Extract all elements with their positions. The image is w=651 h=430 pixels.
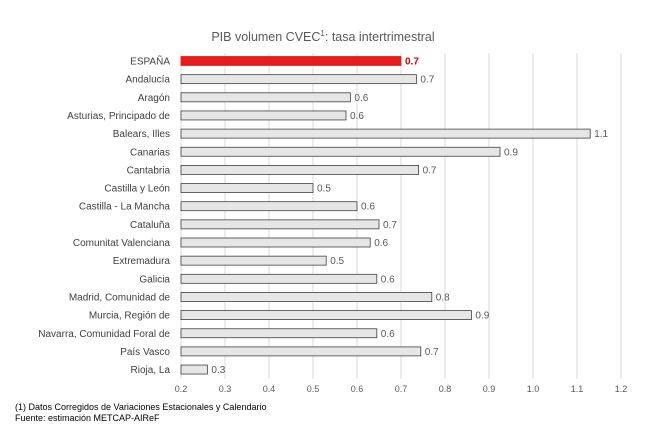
- x-tick-label: 1.0: [527, 384, 540, 394]
- data-label: 0.7: [425, 347, 439, 358]
- x-tick-label: 0.9: [483, 384, 496, 394]
- category-label: País Vasco: [120, 347, 170, 358]
- x-tick-label: 0.6: [351, 384, 364, 394]
- category-label: Asturias, Principado de: [67, 111, 170, 122]
- bar-highlight: [180, 56, 402, 66]
- bar: [180, 346, 422, 357]
- data-label: 0.5: [317, 184, 331, 195]
- category-label: Murcia, Región de: [89, 311, 171, 322]
- bar: [180, 328, 378, 339]
- data-label: 0.7: [420, 75, 434, 86]
- category-label: Castilla y León: [104, 184, 170, 195]
- x-tick-label: 1.1: [571, 384, 584, 394]
- x-axis-ticks: 0.2 0.3 0.4 0.5 0.6 0.7 0.8 0.9 1.0 1.1 1.2: [175, 384, 628, 394]
- data-label: 0.6: [361, 202, 375, 213]
- x-tick-label: 0.3: [219, 384, 232, 394]
- bar: [180, 146, 501, 157]
- bar: [180, 273, 378, 284]
- data-label: 0.7: [383, 220, 397, 231]
- category-label: ESPAÑA: [130, 55, 170, 68]
- bar: [180, 74, 417, 85]
- bar: [180, 110, 347, 121]
- category-label: Balears, Illes: [113, 129, 170, 140]
- gridlines: [180, 53, 622, 379]
- category-label: Castilla - La Mancha: [79, 202, 171, 213]
- bar: [180, 201, 358, 212]
- category-label: Canarias: [130, 147, 170, 158]
- data-label: 1.1: [594, 129, 608, 140]
- category-label: Galicia: [139, 274, 170, 285]
- x-tick-label: 0.7: [395, 384, 408, 394]
- bar: [180, 164, 420, 175]
- data-label: 0.6: [350, 111, 364, 122]
- x-tick-label: 0.5: [307, 384, 320, 394]
- category-label: Extremadura: [113, 256, 171, 267]
- bar: [180, 255, 327, 266]
- data-label: 0.3: [211, 365, 225, 376]
- x-tick-label: 0.8: [439, 384, 452, 394]
- data-label: 0.9: [475, 311, 489, 322]
- data-label: 0.9: [504, 147, 518, 158]
- footnote-note: (1) Datos Corregidos de Variaciones Esta…: [15, 402, 267, 412]
- category-label: Navarra, Comunidad Foral de: [38, 329, 170, 340]
- bar: [180, 128, 591, 139]
- bar: [180, 310, 472, 321]
- category-label: Madrid, Comunidad de: [69, 292, 171, 303]
- data-label: 0.6: [354, 93, 368, 104]
- data-label: 0.7: [423, 165, 437, 176]
- category-labels: ESPAÑA 0.7 Andalucía 0.7 Aragón 0.6 Asturias, …: [38, 55, 608, 377]
- category-label: Aragón: [138, 93, 170, 104]
- category-label: Rioja, La: [131, 365, 171, 376]
- data-label: 0.8: [436, 292, 450, 303]
- data-label: 0.6: [374, 238, 388, 249]
- x-tick-label: 0.4: [263, 384, 276, 394]
- category-label: Cataluña: [130, 220, 170, 231]
- bar: [180, 92, 351, 103]
- bar: [180, 364, 208, 375]
- category-label: Comunitat Valenciana: [73, 238, 171, 249]
- x-tick-label: 1.2: [615, 384, 628, 394]
- x-tick-label: 0.2: [175, 384, 188, 394]
- category-label: Andalucía: [126, 75, 171, 86]
- bars: [180, 56, 591, 375]
- data-label: 0.6: [381, 329, 395, 340]
- footnote-source: Fuente: estimación METCAP-AIReF: [15, 413, 160, 423]
- bar: [180, 183, 314, 193]
- data-label: 0.5: [330, 256, 344, 267]
- chart-title: PIB volumen CVEC1: tasa intertrimestral: [211, 29, 434, 44]
- data-label: 0.6: [381, 274, 395, 285]
- data-label: 0.7: [405, 57, 419, 68]
- bar: [180, 219, 380, 230]
- bar: [180, 292, 433, 302]
- category-label: Cantabria: [127, 165, 171, 176]
- bar: [180, 237, 371, 248]
